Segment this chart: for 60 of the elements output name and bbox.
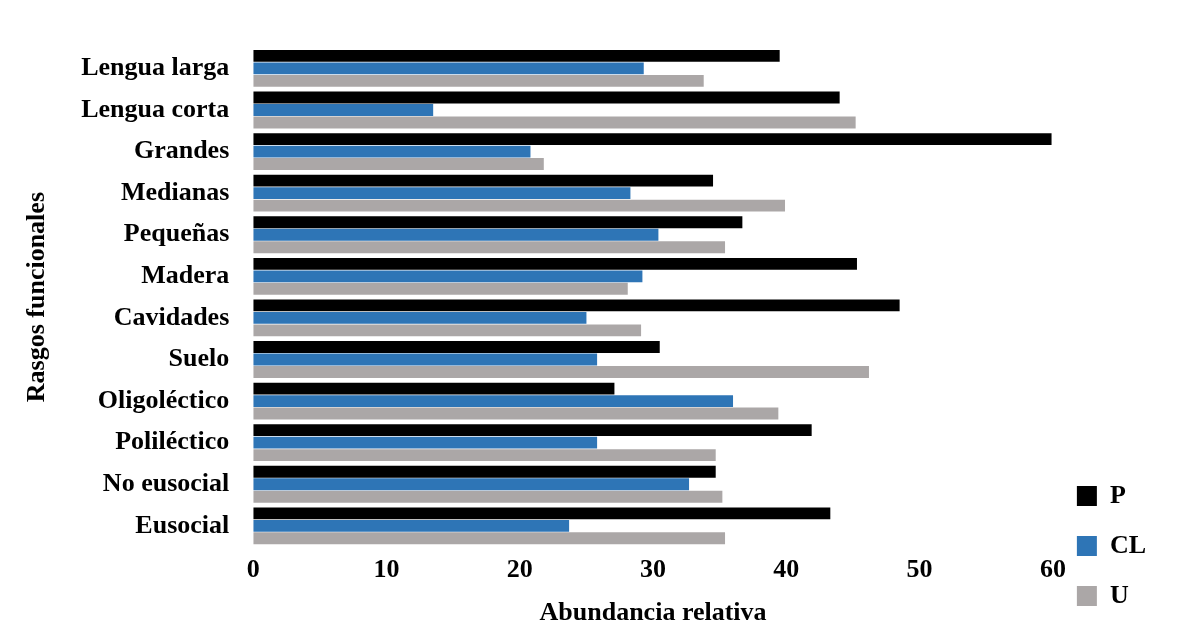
bar — [253, 74, 704, 87]
y-tick-label: Suelo — [168, 343, 230, 373]
bar — [253, 478, 690, 491]
x-tick-label: 60 — [1039, 553, 1066, 583]
y-tick-label: Oligoléctico — [97, 384, 230, 414]
x-tick-label: 10 — [373, 553, 400, 583]
bar — [253, 257, 857, 270]
bar — [253, 407, 779, 420]
bar — [253, 187, 631, 200]
y-axis-title: Rasgos funcionales — [21, 192, 51, 403]
x-tick-label: 20 — [506, 553, 533, 583]
y-tick-label: Poliléctico — [115, 426, 230, 456]
bar — [253, 449, 716, 462]
legend-label: U — [1109, 579, 1129, 609]
bar — [253, 199, 786, 212]
x-axis-title: Abundancia relativa — [539, 597, 767, 627]
bar — [253, 133, 1052, 146]
bar — [253, 324, 642, 337]
legend-label: P — [1109, 479, 1126, 509]
y-tick-label: Pequeñas — [123, 218, 230, 248]
x-tick-label: 40 — [773, 553, 800, 583]
bar — [253, 519, 570, 532]
bar — [253, 311, 587, 324]
bar — [253, 116, 856, 129]
x-tick-label: 30 — [640, 553, 667, 583]
bar — [253, 49, 780, 62]
legend-label: CL — [1109, 529, 1147, 559]
x-tick-label: 0 — [246, 553, 260, 583]
bar — [253, 353, 598, 366]
bar — [253, 104, 434, 116]
bar — [253, 395, 734, 407]
bar — [253, 382, 615, 395]
bar — [253, 158, 544, 170]
bar — [253, 341, 660, 353]
x-tick-label: 50 — [906, 553, 933, 583]
bar — [253, 145, 531, 158]
bar — [253, 91, 840, 104]
bar — [253, 424, 812, 437]
y-tick-label: Eusocial — [135, 509, 230, 539]
bar — [253, 465, 716, 478]
y-tick-label: Cavidades — [113, 301, 230, 331]
bar — [253, 366, 869, 378]
y-tick-label: No eusocial — [102, 467, 230, 497]
y-tick-label: Lengua corta — [81, 93, 230, 123]
bar — [253, 532, 726, 545]
y-tick-label: Medianas — [120, 176, 230, 206]
y-tick-label: Lengua larga — [81, 52, 230, 82]
bar — [253, 270, 643, 283]
bar — [253, 241, 726, 254]
bar — [253, 228, 659, 241]
bar — [253, 436, 598, 449]
y-tick-label: Madera — [141, 260, 230, 290]
bar — [253, 507, 831, 520]
bar — [253, 62, 644, 75]
y-tick-label: Grandes — [133, 135, 230, 165]
bar — [253, 216, 743, 229]
bar — [253, 490, 723, 503]
bar — [253, 299, 900, 312]
bar — [253, 282, 628, 295]
bar — [253, 174, 714, 187]
